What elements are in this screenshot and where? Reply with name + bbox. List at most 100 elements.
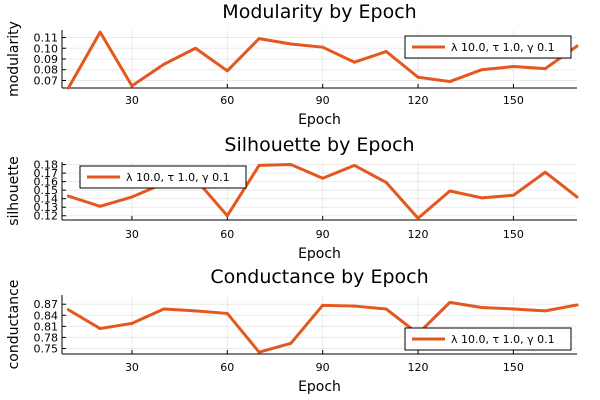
data-point bbox=[194, 309, 197, 313]
x-tick-label: 90 bbox=[316, 228, 330, 241]
data-point bbox=[512, 65, 515, 68]
legend-label: λ 10.0, τ 1.0, γ 0.1 bbox=[451, 333, 555, 346]
data-point bbox=[384, 307, 388, 311]
data-point bbox=[416, 216, 420, 220]
y-tick-label: 0.13 bbox=[34, 201, 59, 214]
y-tick-label: 0.09 bbox=[34, 53, 59, 66]
x-axis-label: Epoch bbox=[298, 379, 341, 395]
y-tick-label: 0.11 bbox=[34, 32, 59, 45]
data-point bbox=[575, 44, 579, 48]
data-point bbox=[353, 304, 356, 308]
data-point bbox=[98, 327, 102, 330]
x-tick-label: 60 bbox=[220, 228, 234, 241]
y-tick-label: 0.12 bbox=[34, 210, 59, 223]
data-point bbox=[575, 303, 579, 307]
data-point bbox=[448, 80, 452, 83]
y-tick-label: 0.18 bbox=[34, 159, 59, 172]
data-point bbox=[162, 307, 166, 311]
data-point bbox=[66, 86, 70, 90]
y-axis-label: modularity bbox=[6, 21, 22, 97]
data-point bbox=[543, 309, 547, 313]
legend-box bbox=[79, 165, 247, 189]
x-tick-label: 30 bbox=[125, 361, 139, 374]
y-tick-label: 0.75 bbox=[34, 342, 59, 355]
x-axis-label: Epoch bbox=[298, 246, 341, 262]
data-point bbox=[289, 163, 293, 166]
chart-panel-3: 30 60 90 120 150 0.750.780.810.840.87 Conducta… bbox=[6, 266, 579, 395]
legend-label: λ 10.0, τ 1.0, γ 0.1 bbox=[451, 41, 555, 54]
x-tick-label: 60 bbox=[220, 361, 234, 374]
data-point bbox=[257, 350, 261, 354]
data-point bbox=[480, 196, 484, 200]
data-point bbox=[194, 46, 197, 50]
legend: λ 10.0, τ 1.0, γ 0.1 bbox=[404, 327, 572, 351]
chart-panel-2: 30 60 90 120 150 0.120.130.140.150.160.170.18… bbox=[6, 134, 579, 262]
x-tick-label: 150 bbox=[503, 361, 524, 374]
data-point bbox=[353, 60, 356, 64]
x-axis-label: Epoch bbox=[298, 112, 341, 128]
data-point bbox=[257, 37, 261, 40]
data-point bbox=[257, 164, 261, 167]
data-point bbox=[130, 321, 134, 325]
x-tick-label: 150 bbox=[503, 94, 524, 107]
data-point bbox=[416, 75, 420, 79]
y-tick-label: 0.14 bbox=[34, 193, 59, 206]
y-tick-label: 0.08 bbox=[34, 64, 59, 77]
data-point bbox=[543, 67, 547, 71]
data-point bbox=[384, 181, 388, 184]
legend: λ 10.0, τ 1.0, γ 0.1 bbox=[79, 165, 247, 189]
data-point bbox=[225, 69, 229, 73]
data-point bbox=[98, 204, 102, 208]
data-point bbox=[98, 30, 102, 34]
y-tick-label: 0.10 bbox=[34, 42, 59, 55]
y-tick-label: 0.81 bbox=[34, 320, 59, 333]
x-tick-label: 120 bbox=[408, 361, 429, 374]
data-point bbox=[225, 312, 229, 315]
x-tick-label: 30 bbox=[125, 228, 139, 241]
data-point bbox=[512, 307, 515, 311]
data-point bbox=[480, 68, 484, 72]
data-point bbox=[66, 194, 70, 198]
x-tick-label: 90 bbox=[316, 361, 330, 374]
x-tick-label: 120 bbox=[408, 228, 429, 241]
y-axis-label: conductance bbox=[6, 280, 22, 370]
data-point bbox=[353, 164, 356, 167]
y-tick-label: 0.84 bbox=[34, 309, 59, 322]
data-point bbox=[575, 195, 579, 199]
y-tick-label: 0.87 bbox=[34, 298, 59, 311]
x-tick-label: 150 bbox=[503, 228, 524, 241]
legend-box bbox=[404, 35, 572, 59]
data-point bbox=[130, 84, 134, 88]
x-tick-label: 60 bbox=[220, 94, 234, 107]
x-tick-label: 90 bbox=[316, 94, 330, 107]
data-point bbox=[162, 62, 166, 66]
legend: λ 10.0, τ 1.0, γ 0.1 bbox=[404, 35, 572, 59]
chart-title: Silhouette by Epoch bbox=[224, 134, 414, 156]
y-tick-label: 0.07 bbox=[34, 74, 59, 87]
data-point bbox=[512, 193, 515, 197]
data-point bbox=[543, 170, 547, 174]
data-point bbox=[321, 176, 325, 180]
y-axis-label: silhouette bbox=[6, 156, 22, 226]
y-tick-label: 0.17 bbox=[34, 167, 59, 180]
y-tick-label: 0.16 bbox=[34, 176, 59, 189]
y-tick-label: 0.78 bbox=[34, 331, 59, 344]
data-point bbox=[321, 303, 325, 307]
chart-title: Modularity by Epoch bbox=[222, 1, 416, 23]
data-point bbox=[289, 42, 293, 46]
data-point bbox=[448, 300, 452, 304]
x-tick-label: 120 bbox=[408, 94, 429, 107]
legend-box bbox=[404, 327, 572, 351]
data-point bbox=[225, 214, 229, 218]
legend-label: λ 10.0, τ 1.0, γ 0.1 bbox=[126, 171, 230, 184]
data-point bbox=[66, 308, 70, 312]
data-point bbox=[321, 45, 325, 49]
chart-title: Conductance by Epoch bbox=[210, 266, 428, 288]
data-point bbox=[130, 195, 134, 199]
data-point bbox=[289, 341, 293, 345]
x-tick-label: 30 bbox=[125, 94, 139, 107]
y-tick-label: 0.15 bbox=[34, 184, 59, 197]
data-point bbox=[480, 306, 484, 309]
chart-panel-1: 30 60 90 120 150 0.070.080.090.100.11 Modulari… bbox=[6, 1, 579, 128]
